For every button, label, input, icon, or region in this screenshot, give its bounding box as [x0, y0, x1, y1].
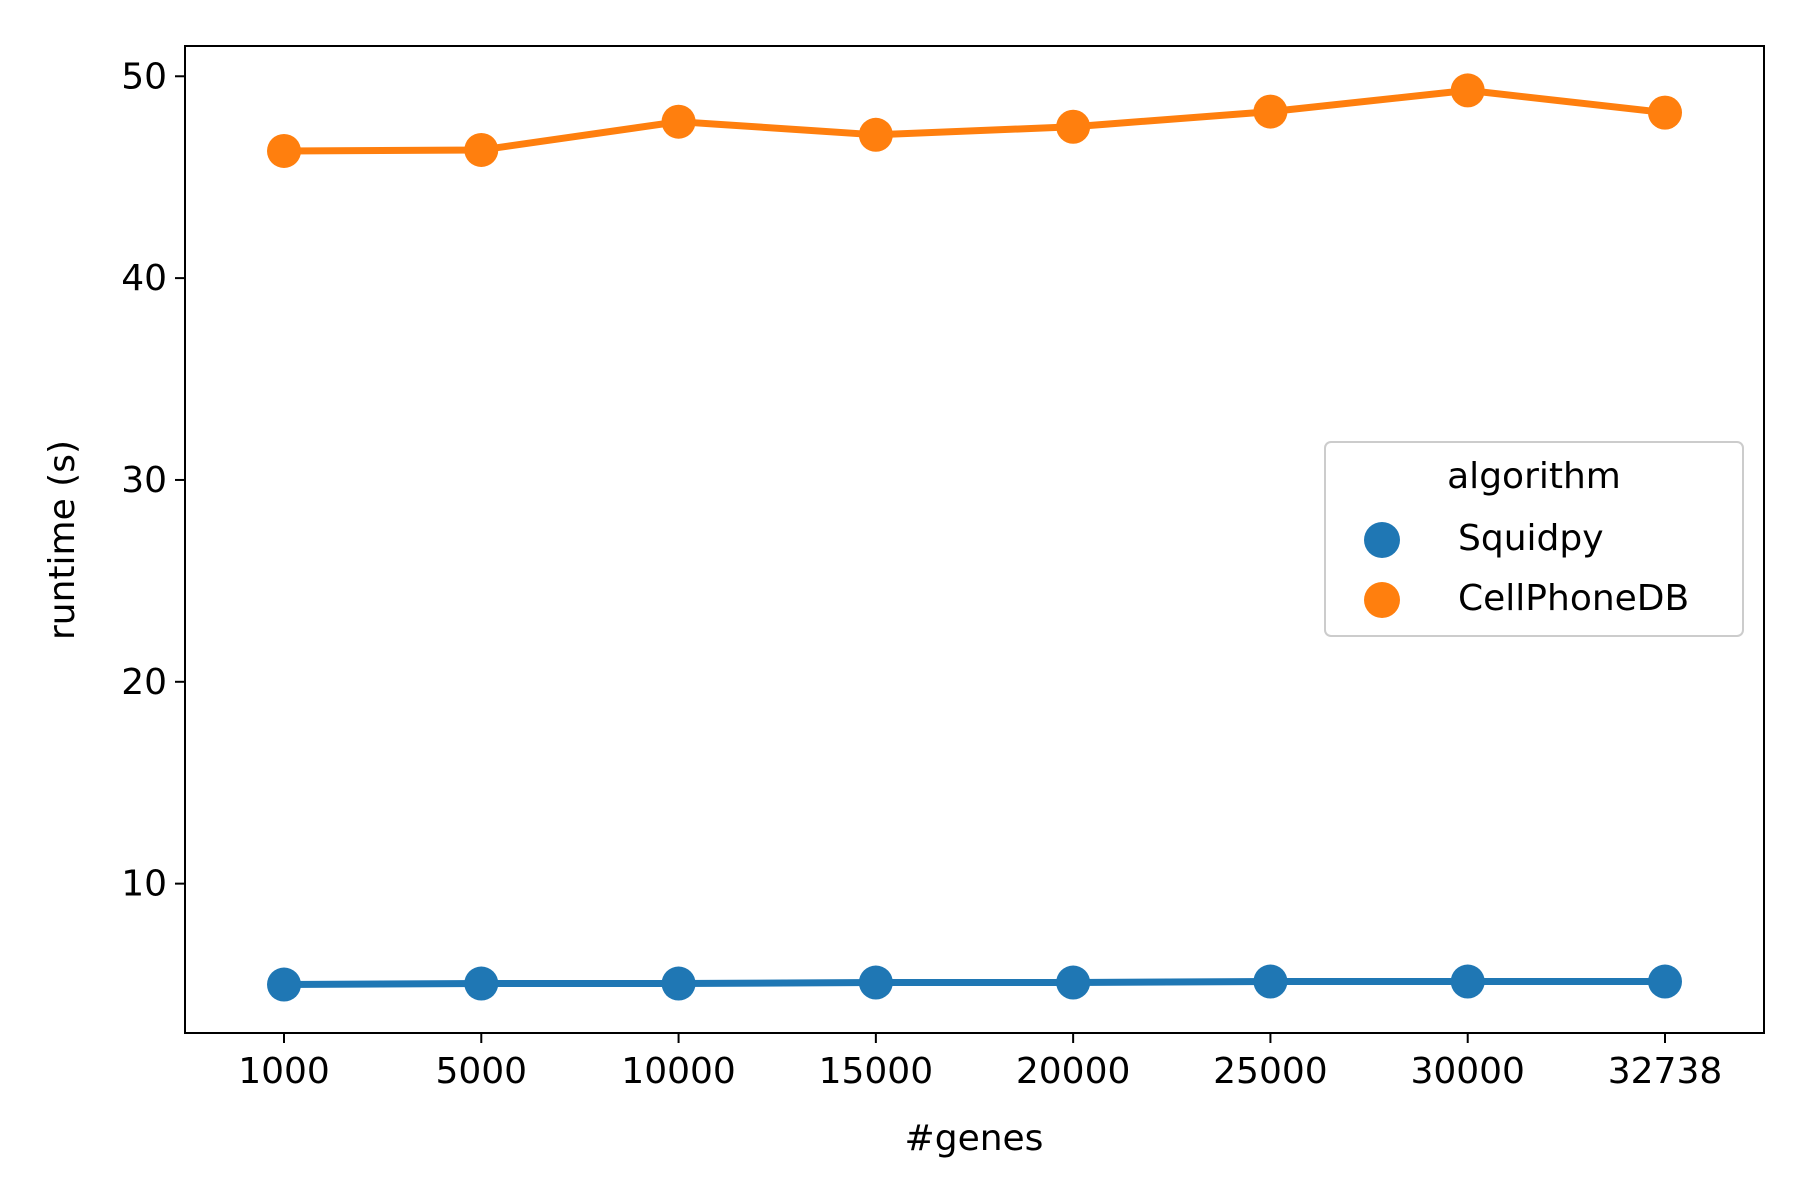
data-point-cellphonedb [1450, 73, 1485, 108]
x-tick-label: 5000 [435, 1051, 527, 1092]
data-point-squidpy [1056, 965, 1091, 1000]
x-axis: 1000 5000 10000 15000 20000 25000 30000 32738 [238, 1033, 1722, 1092]
legend: algorithm Squidpy CellPhoneDB [1324, 441, 1744, 637]
data-point-squidpy [1450, 964, 1485, 999]
legend-marker-cellphonedb [1364, 582, 1400, 618]
data-point-cellphonedb [267, 133, 301, 168]
x-axis-label: #genes [905, 1118, 1044, 1159]
data-point-cellphonedb [661, 104, 696, 139]
data-point-cellphonedb [464, 132, 499, 167]
data-point-squidpy [858, 965, 893, 1000]
series-line-cellphonedb [280, 86, 1669, 155]
x-tick-label: 20000 [1016, 1051, 1131, 1092]
legend-marker-squidpy [1364, 522, 1400, 558]
legend-box [1324, 441, 1744, 637]
data-point-cellphonedb [1648, 95, 1682, 130]
y-tick-label: 40 [121, 258, 167, 299]
plot-frame [184, 45, 1765, 1034]
legend-label-squidpy: Squidpy [1458, 518, 1604, 559]
x-tick-label: 15000 [819, 1051, 934, 1092]
x-tick-label: 25000 [1213, 1051, 1328, 1092]
y-tick-label: 20 [121, 662, 167, 703]
data-point-cellphonedb [1056, 109, 1091, 144]
x-tick-label: 10000 [621, 1051, 736, 1092]
y-tick-label: 10 [121, 864, 167, 905]
data-point-squidpy [464, 966, 499, 1001]
y-axis: 10 20 30 40 50 [121, 56, 185, 905]
x-tick-label: 30000 [1410, 1051, 1525, 1092]
data-point-cellphonedb [1253, 94, 1288, 129]
y-tick-label: 50 [121, 56, 167, 97]
data-point-cellphonedb [858, 117, 893, 152]
x-tick-label: 32738 [1608, 1051, 1723, 1092]
data-point-squidpy [661, 966, 696, 1001]
legend-label-cellphonedb: CellPhoneDB [1458, 578, 1689, 619]
legend-title: algorithm [1447, 456, 1621, 497]
data-point-squidpy [1648, 964, 1682, 999]
data-point-squidpy [267, 967, 301, 1002]
data-point-squidpy [1253, 964, 1288, 999]
x-tick-label: 1000 [238, 1051, 330, 1092]
series-line-squidpy [280, 978, 1669, 989]
y-tick-label: 30 [121, 460, 167, 501]
series-layer [267, 73, 1682, 1002]
y-axis-label: runtime (s) [42, 440, 83, 640]
